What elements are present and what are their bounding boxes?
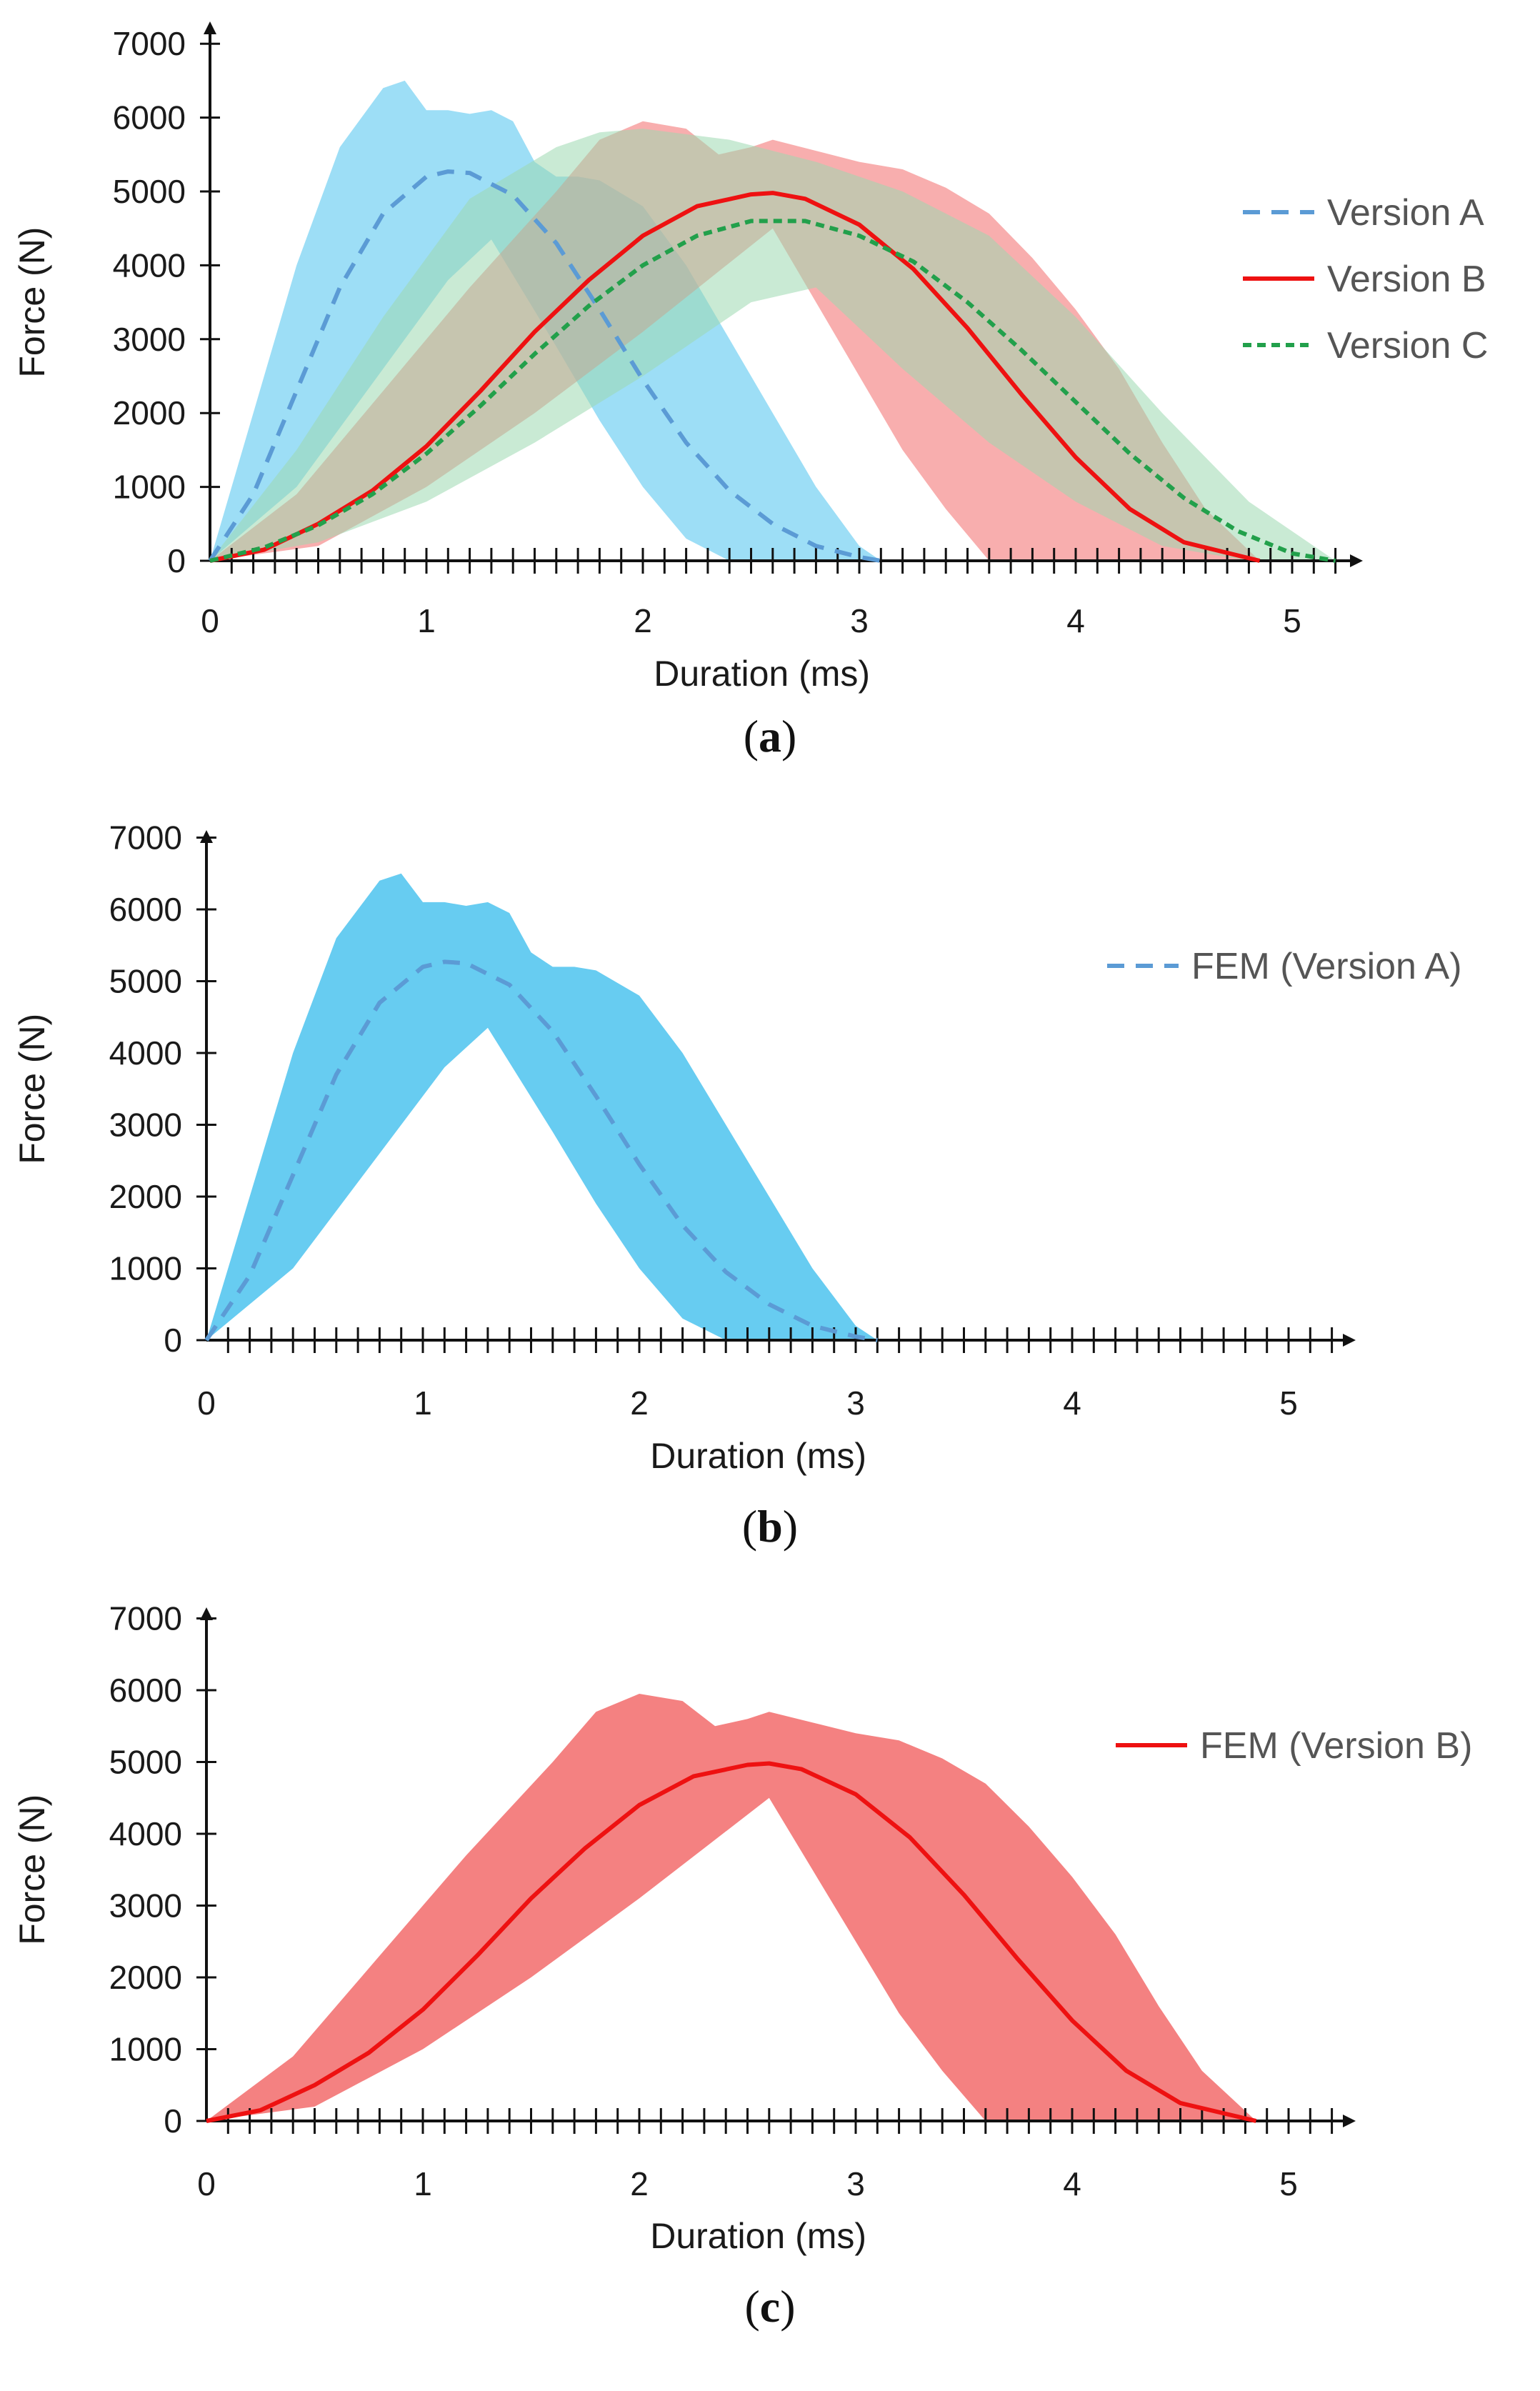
x-tick-label: 4: [1066, 602, 1085, 639]
x-tick-label: 5: [1279, 1384, 1298, 1422]
series-line-version-b: [209, 191, 1261, 563]
y-tick-label: 6000: [113, 99, 186, 136]
x-tick-label: 2: [630, 1384, 649, 1422]
panel-label: (b): [742, 1501, 798, 1552]
x-tick-label: 5: [1283, 602, 1301, 639]
y-tick-label: 4000: [109, 1815, 182, 1852]
x-tick-label: 3: [846, 1384, 865, 1422]
x-tick-label: 4: [1063, 2165, 1081, 2202]
x-axis-arrow-icon: [1343, 2115, 1356, 2127]
y-tick-label: 0: [167, 542, 186, 579]
x-tick-label: 2: [630, 2165, 649, 2202]
y-axis-title: Force (N): [12, 1795, 52, 1945]
x-tick-label: 2: [634, 602, 652, 639]
legend-label: FEM (Version B): [1200, 1725, 1472, 1767]
series-line-fem-version-b-: [206, 1761, 1257, 2123]
y-tick-label: 0: [164, 2102, 182, 2140]
y-tick-label: 5000: [113, 173, 186, 210]
series-line-fem-version-a-: [204, 959, 878, 1342]
x-tick-label: 1: [414, 2165, 432, 2202]
x-tick-label: 1: [417, 602, 436, 639]
y-tick-label: 2000: [109, 1959, 182, 1996]
legend-label: Version A: [1327, 192, 1484, 234]
x-axis-arrow-icon: [1343, 1334, 1356, 1347]
band-fem-version-b-: [206, 1694, 1256, 2121]
y-tick-label: 6000: [109, 891, 182, 928]
y-tick-label: 4000: [113, 246, 186, 284]
legend-label: FEM (Version A): [1191, 946, 1462, 987]
y-tick-label: 3000: [113, 321, 186, 358]
x-tick-label: 0: [197, 2165, 216, 2202]
panel-label: (a): [744, 711, 797, 762]
panel-c-chart: 0 1000 2000 3000 4000 5000 6000 7000 0 1 2 3 4 5 Durat…: [12, 1600, 1472, 2332]
y-tick-label: 7000: [109, 1600, 182, 1637]
panel-b-chart: 0 1000 2000 3000 4000 5000 6000 7000 0 1 2 3 4 5 Durat…: [12, 819, 1462, 1552]
series-line-version-c: [209, 219, 1336, 563]
x-tick-label: 4: [1063, 1384, 1081, 1422]
y-tick-label: 0: [164, 1322, 182, 1359]
y-axis-arrow-icon: [200, 1607, 213, 1620]
panel-a-chart: 0 1000 2000 3000 4000 5000 6000 7000 0 1 2 3 4 5 Durat…: [12, 21, 1488, 762]
y-tick-label: 1000: [109, 2031, 182, 2068]
y-tick-label: 4000: [109, 1034, 182, 1072]
legend-label: Version C: [1327, 325, 1488, 366]
y-tick-label: 2000: [113, 394, 186, 431]
x-tick-label: 0: [197, 1384, 216, 1422]
x-tick-label: 3: [846, 2165, 865, 2202]
x-tick-label: 5: [1279, 2165, 1298, 2202]
y-tick-label: 6000: [109, 1672, 182, 1709]
band-fem-version-a-: [206, 873, 878, 1340]
x-tick-label: 1: [414, 1384, 432, 1422]
y-tick-label: 1000: [109, 1250, 182, 1287]
y-tick-label: 7000: [113, 25, 186, 62]
y-tick-label: 5000: [109, 1744, 182, 1781]
y-axis-title: Force (N): [12, 227, 52, 378]
x-tick-label: 3: [850, 602, 869, 639]
y-tick-label: 2000: [109, 1178, 182, 1215]
x-axis-title: Duration (ms): [650, 2216, 866, 2256]
y-tick-label: 1000: [113, 469, 186, 506]
y-axis-title: Force (N): [12, 1014, 52, 1164]
x-tick-label: 0: [201, 602, 219, 639]
x-axis-title: Duration (ms): [650, 1436, 866, 1476]
band-version-c: [210, 129, 1336, 561]
y-tick-label: 3000: [109, 1107, 182, 1144]
legend-label: Version B: [1327, 259, 1486, 300]
panel-label: (c): [744, 2281, 795, 2332]
y-tick-label: 7000: [109, 819, 182, 857]
y-tick-label: 3000: [109, 1887, 182, 1925]
y-tick-label: 5000: [109, 963, 182, 1000]
y-axis-arrow-icon: [204, 21, 216, 34]
x-axis-arrow-icon: [1350, 554, 1363, 567]
x-axis-title: Duration (ms): [654, 654, 870, 694]
